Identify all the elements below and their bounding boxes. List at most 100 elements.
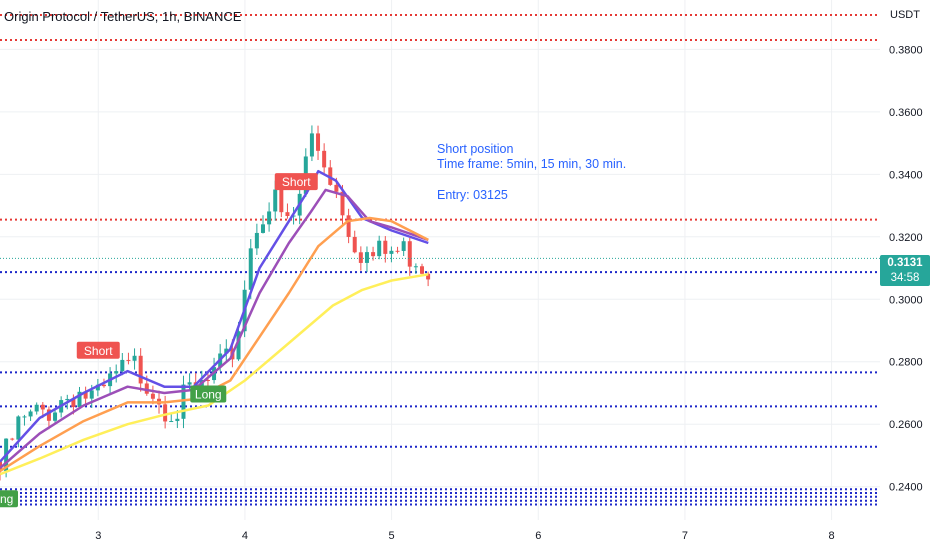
horizontal-levels: [0, 14, 880, 506]
candle-body: [101, 384, 106, 387]
candle-body: [340, 191, 345, 216]
candle-body: [46, 409, 51, 421]
candle-body: [389, 250, 394, 254]
y-tick-label: 0.2800: [889, 357, 923, 369]
moving-average-line: [0, 273, 429, 476]
candle-body: [95, 384, 100, 391]
candle-body: [175, 418, 180, 422]
y-tick-label: 0.2400: [889, 482, 923, 494]
candle-body: [77, 391, 82, 408]
candles: [0, 125, 431, 481]
signal-box: [190, 385, 227, 403]
candle-body: [10, 438, 15, 440]
y-tick-label: 0.3000: [889, 294, 923, 306]
y-tick-label: 0.3600: [889, 107, 923, 119]
moving-averages: [0, 169, 429, 476]
candle-body: [224, 348, 229, 354]
signal-long: Long: [0, 490, 18, 508]
x-tick-label: 4: [242, 530, 248, 542]
candle-body: [377, 240, 382, 257]
candle-body: [71, 398, 76, 408]
candle-body: [358, 252, 363, 263]
moving-average-line: [0, 216, 429, 473]
candle-body: [407, 241, 412, 267]
candle-body: [144, 383, 149, 394]
y-tick-label: 0.3800: [889, 44, 923, 56]
candle-body: [334, 184, 339, 192]
candle-body: [346, 215, 351, 237]
candle-body: [371, 252, 376, 257]
signal-label: Short: [282, 175, 311, 189]
candle-body: [205, 379, 210, 381]
moving-average-line: [0, 188, 429, 469]
y-axis[interactable]: 0.2400 0.2600 0.2800 0.3000 0.3200 0.3400 0.36…: [889, 44, 923, 493]
signal-short: Short: [274, 173, 318, 191]
candle-body: [401, 241, 406, 251]
candle-body: [114, 371, 119, 374]
candle-body: [120, 359, 125, 372]
candle-body: [413, 266, 418, 268]
candle-body: [150, 393, 155, 399]
candle-body: [126, 359, 131, 361]
candle-body: [22, 416, 27, 418]
signal-label: Short: [84, 344, 113, 358]
moving-average-line: [0, 169, 429, 463]
candle-body: [309, 133, 314, 157]
candle-body: [34, 404, 39, 412]
candle-body: [426, 273, 431, 280]
candle-countdown: 34:58: [890, 272, 920, 284]
y-tick-label: 0.3200: [889, 232, 923, 244]
candle-body: [279, 189, 284, 213]
current-price-badge: 0.3131 34:58: [880, 255, 930, 286]
candle-body: [395, 250, 400, 252]
candle-body: [236, 331, 241, 360]
signal-label: Long: [195, 388, 222, 402]
signal-labels: Short Short Long Long: [0, 173, 318, 508]
signal-short: Short: [76, 341, 120, 359]
signal-box: [274, 173, 318, 191]
candle-body: [169, 421, 174, 423]
x-axis[interactable]: 3 4 5 6 7 8: [95, 530, 834, 542]
grid: [0, 0, 880, 520]
candle-body: [65, 398, 70, 401]
candle-body: [181, 384, 186, 419]
candle-body: [352, 236, 357, 253]
candle-body: [383, 240, 388, 254]
chart-title: Origin Protocol / TetherUS, 1h, BINANCE: [4, 9, 242, 24]
candle-body: [53, 412, 58, 421]
candle-body: [322, 150, 327, 168]
annotation-timeframe: Time frame: 5min, 15 min, 30 min.: [437, 157, 627, 171]
candle-body: [248, 248, 253, 290]
y-tick-label: 0.3400: [889, 169, 923, 181]
signal-long: Long: [190, 385, 227, 403]
candle-body: [28, 411, 33, 417]
candle-body: [40, 404, 45, 410]
candle-body: [132, 355, 137, 361]
candle-body: [83, 391, 88, 399]
signal-box: [76, 341, 120, 359]
x-tick-label: 3: [95, 530, 101, 542]
candle-body: [316, 133, 321, 151]
candle-body: [16, 416, 21, 440]
candle-body: [285, 212, 290, 217]
candle-body: [260, 224, 265, 233]
current-price-value: 0.3131: [887, 257, 923, 269]
candle-body: [187, 382, 192, 385]
candle-body: [89, 390, 94, 399]
signal-box: [0, 490, 18, 508]
x-tick-label: 8: [829, 530, 835, 542]
x-tick-label: 5: [389, 530, 395, 542]
candle-body: [163, 404, 168, 422]
annotation-entry: Entry: 03125: [437, 188, 508, 202]
candle-body: [420, 266, 425, 274]
annotation-position: Short position: [437, 142, 514, 156]
candle-body: [267, 211, 272, 225]
x-tick-label: 7: [682, 530, 688, 542]
signal-label: Long: [0, 492, 13, 506]
y-tick-label: 0.2600: [889, 419, 923, 431]
currency-label: USDT: [890, 9, 920, 21]
candle-body: [138, 355, 143, 384]
candle-body: [364, 252, 369, 263]
